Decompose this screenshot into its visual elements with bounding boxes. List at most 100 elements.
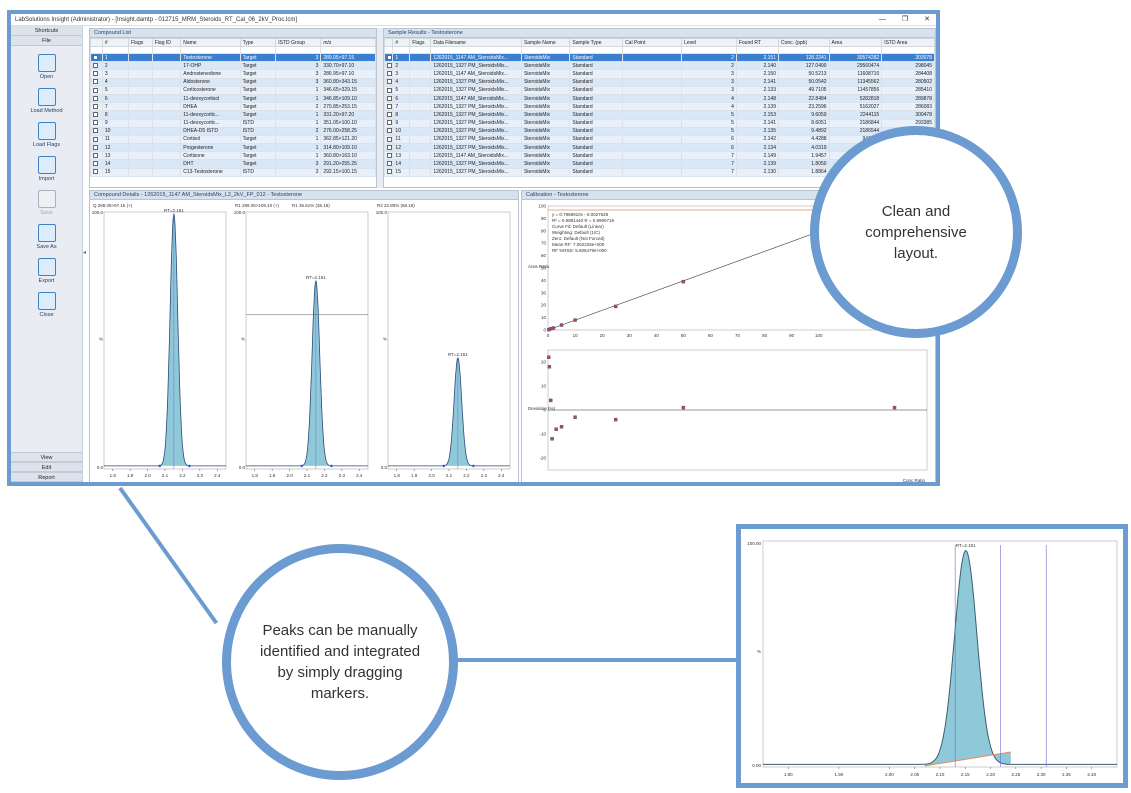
- filter-cell[interactable]: [681, 46, 737, 54]
- tool-load-flags[interactable]: Load Flags: [11, 122, 82, 148]
- filter-cell[interactable]: [777, 46, 830, 54]
- edit-section[interactable]: Edit: [11, 462, 82, 472]
- table-row[interactable]: 14 DHT Target 3 291.20>255.25: [90, 159, 376, 169]
- table-row[interactable]: 9 11-deoxycortic... ISTD 1 351.05>100.10: [90, 118, 376, 128]
- table-row[interactable]: 8 1262015_1327 PM_SteroidsMix... SteroidsM…: [384, 110, 935, 120]
- minimize-button[interactable]: —: [878, 16, 886, 23]
- chromatogram-area[interactable]: Q 289.05>97.15 (+) 100.0 0.0% 1.8 1.9 2.0 2.1 2…: [90, 200, 518, 482]
- filter-cell[interactable]: [151, 46, 182, 54]
- row-checkbox[interactable]: [90, 52, 103, 63]
- column-header[interactable]: Flags: [409, 38, 432, 47]
- table-row[interactable]: 15 C13-Testosterone ISTD 3 292.15>100.15: [90, 167, 376, 177]
- calibration-point[interactable]: [681, 279, 686, 284]
- calibration-point[interactable]: [559, 323, 564, 327]
- integration-marker[interactable]: [472, 464, 475, 468]
- calibration-point[interactable]: [551, 326, 556, 330]
- table-row[interactable]: 5 1262015_1327 PM_SteroidsMix... SteroidsM…: [384, 85, 935, 95]
- residual-point[interactable]: [547, 365, 552, 369]
- table-row[interactable]: 11 Cortisol Target 1 362.85>121.20: [90, 134, 376, 145]
- row-checkbox[interactable]: [90, 159, 103, 169]
- table-row[interactable]: 5 Corticosterone Target 1 346.65>329.15: [90, 85, 376, 95]
- filter-cell[interactable]: [180, 46, 241, 54]
- tool-import[interactable]: Import: [11, 156, 82, 182]
- filter-cell[interactable]: [239, 46, 277, 54]
- table-row[interactable]: 12 Progesterone Target 1 314.80>109.10: [90, 143, 376, 153]
- integration-marker[interactable]: [330, 464, 333, 468]
- tool-save-as[interactable]: Save As: [11, 224, 82, 250]
- column-header[interactable]: Found RT: [735, 38, 779, 47]
- table-row[interactable]: 9 1262015_1327 PM_SteroidsMix... SteroidsM…: [384, 118, 935, 128]
- row-checkbox[interactable]: [384, 159, 394, 169]
- row-checkbox[interactable]: [384, 85, 394, 95]
- column-header[interactable]: Area: [828, 38, 883, 47]
- table-row[interactable]: 6 11-deoxycortisol Target 1 346.85>109.10: [90, 93, 376, 104]
- table-row[interactable]: 6 1262015_1147 AM_SteroidsMix... SteroidsM…: [384, 93, 935, 104]
- compound-list-scrollbar[interactable]: [377, 28, 383, 188]
- table-row[interactable]: 2 17-OHP Target 3 330.70>97.10: [90, 61, 376, 71]
- tool-load-method[interactable]: Load Method: [11, 88, 82, 114]
- maximize-button[interactable]: ❐: [901, 16, 909, 23]
- table-row[interactable]: 10 DHEA-D5 ISTD ISTD 2 276.00>258.25: [90, 126, 376, 136]
- filter-cell[interactable]: [409, 46, 432, 54]
- table-row[interactable]: 10 1262015_1327 PM_SteroidsMix... Steroids…: [384, 126, 935, 136]
- zoom-baseline[interactable]: [924, 751, 1011, 767]
- table-row[interactable]: 2 1262015_1327 PM_SteroidsMix... SteroidsM…: [384, 61, 935, 71]
- integration-marker[interactable]: [300, 464, 304, 468]
- integration-marker[interactable]: [188, 464, 191, 468]
- file-section[interactable]: File: [11, 36, 82, 46]
- column-header[interactable]: ISTD Group: [275, 38, 322, 47]
- row-checkbox[interactable]: [384, 167, 394, 177]
- filter-cell[interactable]: [881, 46, 935, 54]
- row-checkbox[interactable]: [90, 143, 103, 153]
- residual-point[interactable]: [892, 405, 897, 410]
- column-header[interactable]: Conc. (ppb): [777, 38, 830, 47]
- column-header[interactable]: Flag ID: [151, 38, 182, 47]
- integration-marker[interactable]: [442, 464, 446, 468]
- filter-cell[interactable]: [569, 46, 624, 54]
- table-row[interactable]: 4 1262015_1327 PM_SteroidsMix... SteroidsM…: [384, 77, 935, 87]
- table-row[interactable]: 1 1262015_1147 AM_SteroidsMix... SteroidsM…: [384, 52, 935, 63]
- table-row[interactable]: 11 1262015_1327 PM_SteroidsMix... Steroids…: [384, 134, 935, 145]
- row-checkbox[interactable]: [384, 102, 394, 112]
- row-checkbox[interactable]: [384, 143, 394, 153]
- table-row[interactable]: 13 Cortisone Target 1 360.80>163.10: [90, 151, 376, 161]
- residual-point[interactable]: [559, 425, 564, 429]
- row-checkbox[interactable]: [90, 69, 103, 79]
- table-row[interactable]: 3 Androstenedione Target 3 286.95>97.10: [90, 69, 376, 79]
- close-button[interactable]: ✕: [924, 16, 930, 23]
- column-header[interactable]: Sample Name: [520, 38, 571, 47]
- tool-save[interactable]: Save: [11, 190, 82, 216]
- row-checkbox[interactable]: [90, 102, 103, 112]
- row-checkbox[interactable]: [90, 93, 103, 104]
- residual-point[interactable]: [613, 417, 618, 422]
- row-checkbox[interactable]: [384, 61, 394, 71]
- tool-export[interactable]: Export: [11, 258, 82, 284]
- column-header[interactable]: Data Filename: [430, 38, 522, 47]
- calibration-point[interactable]: [573, 318, 577, 322]
- column-header[interactable]: Sample Type: [569, 38, 624, 47]
- column-header[interactable]: Type: [239, 38, 277, 47]
- column-header[interactable]: #: [392, 38, 411, 47]
- row-checkbox[interactable]: [384, 110, 394, 120]
- row-checkbox[interactable]: [384, 151, 394, 161]
- row-checkbox[interactable]: [384, 134, 394, 145]
- table-row[interactable]: 8 11-deoxycortic... Target 1 331.20>97.20: [90, 110, 376, 120]
- row-checkbox[interactable]: [90, 85, 103, 95]
- report-section[interactable]: Report: [11, 472, 82, 482]
- table-row[interactable]: 4 Aldosterone Target 3 360.80>343.15: [90, 77, 376, 87]
- column-header[interactable]: m/z: [320, 38, 376, 47]
- filter-cell[interactable]: [520, 46, 571, 54]
- filter-cell[interactable]: [128, 46, 153, 54]
- column-header[interactable]: Cal Point: [622, 38, 683, 47]
- filter-cell[interactable]: [320, 46, 376, 54]
- column-header[interactable]: Level: [681, 38, 737, 47]
- filter-cell[interactable]: [101, 46, 130, 54]
- row-checkbox[interactable]: [90, 61, 103, 71]
- column-header[interactable]: ISTD Area: [881, 38, 935, 47]
- filter-cell[interactable]: [392, 46, 411, 54]
- collapse-arrow-icon[interactable]: ◂: [83, 250, 87, 256]
- row-checkbox[interactable]: [90, 77, 103, 87]
- row-checkbox[interactable]: [90, 118, 103, 128]
- row-checkbox[interactable]: [90, 134, 103, 145]
- filter-cell[interactable]: [735, 46, 779, 54]
